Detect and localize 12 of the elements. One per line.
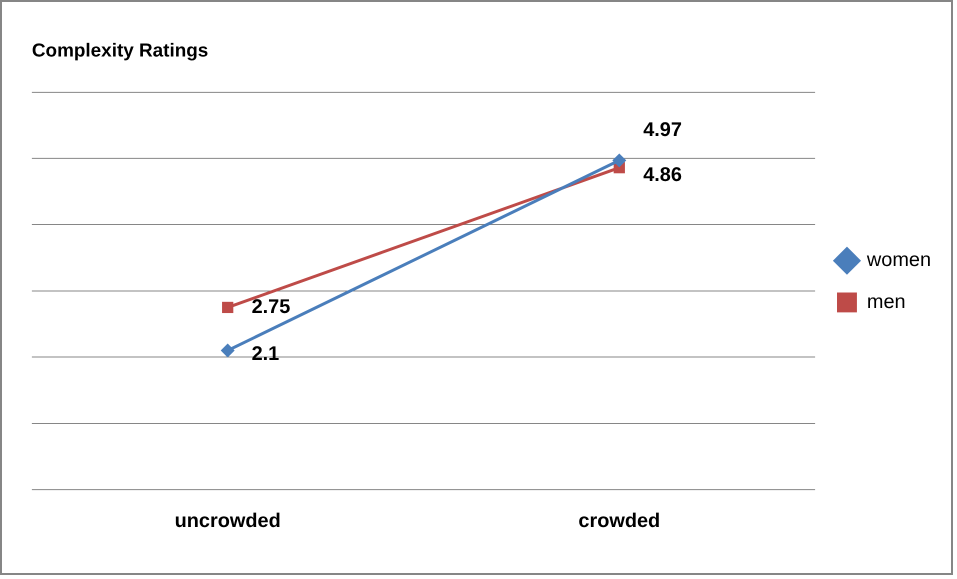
point — [612, 153, 626, 168]
x-tick-label: crowded — [578, 510, 660, 532]
data-label: 4.97 — [643, 119, 682, 142]
x-tick-label: uncrowded — [174, 510, 281, 532]
data-label: 2.1 — [252, 342, 280, 365]
point — [222, 302, 234, 314]
legend-label: men — [866, 290, 906, 313]
legend-label: women — [866, 249, 932, 272]
data-label: 4.86 — [643, 164, 682, 186]
data-label: 2.75 — [252, 296, 290, 318]
chart-title: Complexity Ratings — [32, 40, 208, 62]
point — [220, 344, 235, 358]
